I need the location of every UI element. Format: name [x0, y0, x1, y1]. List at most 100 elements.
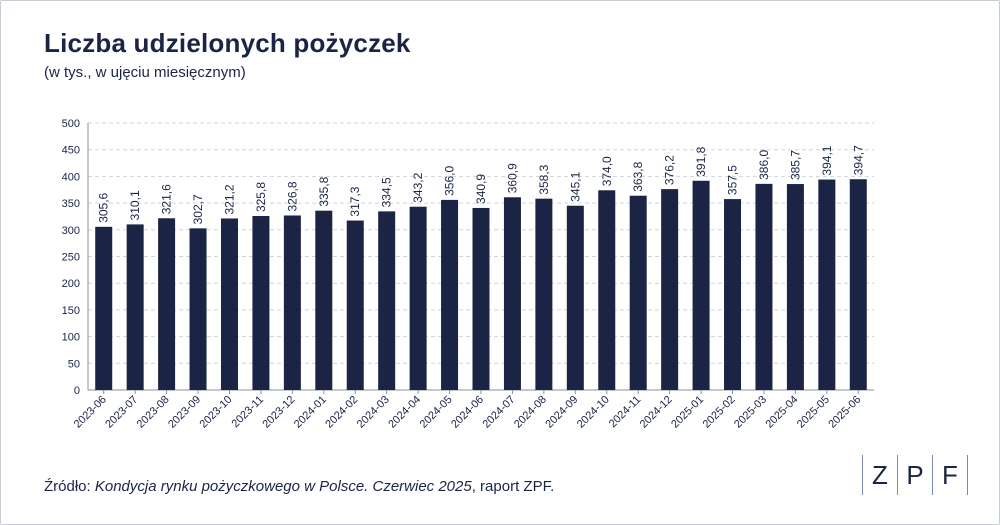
- data-label: 310,1: [128, 190, 142, 220]
- bar: [629, 195, 647, 390]
- data-label: 335,8: [317, 176, 331, 206]
- logo-letter-f: F: [942, 459, 958, 490]
- data-label: 358,3: [537, 164, 551, 194]
- x-tick-label: 2023-12: [260, 394, 297, 431]
- data-label: 360,9: [505, 163, 519, 193]
- data-label: 326,8: [285, 181, 299, 211]
- x-tick-label: 2025-04: [763, 394, 800, 431]
- bar: [378, 211, 396, 390]
- y-tick-label: 250: [62, 252, 80, 264]
- x-tick-label: 2024-07: [481, 394, 518, 431]
- data-label: 376,2: [663, 155, 677, 185]
- bar: [441, 199, 459, 390]
- bar: [818, 179, 836, 390]
- data-label: 394,1: [820, 145, 834, 175]
- data-label: 356,0: [443, 166, 457, 196]
- y-tick-label: 100: [62, 332, 80, 344]
- bar: [220, 218, 238, 390]
- logo-divider: [862, 455, 863, 495]
- data-label: 357,5: [726, 165, 740, 195]
- logo-letter-z: Z: [872, 459, 888, 490]
- data-label: 321,2: [222, 184, 236, 214]
- bar: [786, 184, 804, 390]
- data-label: 317,3: [348, 186, 362, 216]
- x-tick-label: 2024-01: [292, 394, 329, 431]
- source-note: Źródło: Kondycja rynku pożyczkowego w Po…: [44, 478, 554, 495]
- x-tick-label: 2024-11: [607, 394, 643, 430]
- bar: [409, 206, 427, 390]
- bar: [95, 226, 113, 390]
- bar: [661, 189, 679, 390]
- chart-subtitle: (w tys., w ujęciu miesięcznym): [44, 64, 246, 81]
- logo-divider: [932, 455, 933, 495]
- logo-divider: [897, 455, 898, 495]
- data-label: 385,7: [788, 150, 802, 180]
- x-tick-label: 2025-05: [795, 394, 832, 431]
- bar: [598, 190, 616, 390]
- x-tick-label: 2025-03: [732, 394, 769, 431]
- bar: [755, 183, 773, 390]
- y-tick-label: 450: [62, 145, 80, 157]
- x-tick-label: 2025-02: [701, 394, 738, 431]
- x-tick-label: 2023-06: [72, 394, 109, 431]
- bar: [346, 220, 364, 390]
- x-tick-label: 2024-09: [543, 394, 580, 431]
- data-label: 391,8: [694, 146, 708, 176]
- y-tick-label: 150: [62, 305, 80, 317]
- x-tick-label: 2023-10: [198, 394, 235, 431]
- data-label: 325,8: [254, 182, 268, 212]
- x-tick-label: 2024-12: [638, 394, 675, 431]
- data-label: 374,0: [600, 156, 614, 186]
- data-label: 305,6: [97, 192, 111, 222]
- x-tick-label: 2025-06: [826, 394, 863, 431]
- data-label: 334,5: [380, 177, 394, 207]
- x-tick-label: 2024-06: [449, 394, 486, 431]
- y-tick-label: 200: [62, 278, 80, 290]
- data-label: 394,7: [851, 145, 865, 175]
- x-tick-label: 2024-03: [355, 394, 392, 431]
- bar: [566, 205, 584, 390]
- data-label: 302,7: [191, 194, 205, 224]
- bar: [724, 199, 742, 390]
- bar: [283, 215, 301, 390]
- bar: [849, 179, 867, 390]
- x-tick-label: 2023-09: [166, 394, 203, 431]
- y-tick-label: 500: [62, 118, 80, 130]
- x-tick-label: 2024-02: [323, 394, 360, 431]
- y-tick-label: 300: [62, 225, 80, 237]
- x-tick-label: 2023-11: [230, 394, 266, 430]
- data-label: 386,0: [757, 150, 771, 180]
- y-tick-label: 50: [68, 358, 80, 370]
- x-tick-label: 2023-07: [103, 394, 140, 431]
- bar: [252, 216, 270, 390]
- data-label: 363,8: [631, 161, 645, 191]
- bar: [189, 228, 207, 390]
- x-tick-label: 2025-01: [669, 394, 706, 431]
- y-tick-label: 0: [74, 385, 80, 397]
- x-tick-label: 2023-08: [135, 394, 172, 431]
- x-tick-label: 2024-05: [418, 394, 455, 431]
- x-tick-label: 2024-10: [575, 394, 612, 431]
- data-label: 321,6: [160, 184, 174, 214]
- bar: [315, 210, 333, 390]
- data-label: 343,2: [411, 172, 425, 202]
- bar: [158, 218, 176, 390]
- bar: [126, 224, 144, 390]
- x-tick-label: 2024-08: [512, 394, 549, 431]
- data-label: 345,1: [568, 171, 582, 201]
- source-prefix: Źródło:: [44, 478, 95, 495]
- logo-divider: [967, 455, 968, 495]
- bar: [472, 207, 490, 390]
- bar: [535, 198, 553, 390]
- source-title: Kondycja rynku pożyczkowego w Polsce. Cz…: [94, 478, 472, 495]
- data-label: 340,9: [474, 174, 488, 204]
- bar: [503, 197, 521, 390]
- zpf-logo: Z P F: [862, 454, 972, 496]
- y-tick-label: 350: [62, 198, 80, 210]
- x-tick-label: 2024-04: [386, 394, 423, 431]
- bar: [692, 180, 710, 390]
- source-suffix: , raport ZPF.: [471, 478, 555, 495]
- chart-title: Liczba udzielonych pożyczek: [44, 28, 411, 58]
- y-tick-label: 400: [62, 171, 80, 183]
- bar-chart: 0 50 100 150 200 250 300 350 400 450 500 305,6 2023-…: [62, 118, 874, 431]
